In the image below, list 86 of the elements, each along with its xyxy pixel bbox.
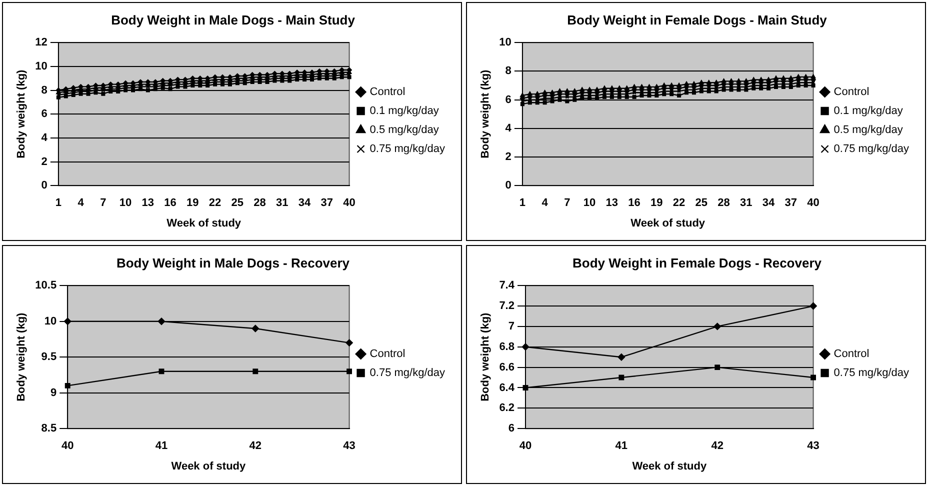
x-tick-label: 22 [208, 197, 222, 210]
legend-label: Control [370, 86, 406, 98]
x-tick-label: 16 [628, 197, 640, 210]
x-tick-label: 34 [298, 197, 312, 210]
y-tick-label: 9.5 [41, 351, 57, 364]
legend-label: 0.1 mg/kg/day [370, 105, 440, 118]
y-tick-label: 9 [50, 386, 57, 399]
y-tick-label: 6.4 [499, 382, 516, 394]
y-tick-label: 2 [505, 151, 512, 164]
x-tick-label: 42 [711, 440, 724, 452]
x-tick-label: 37 [320, 197, 334, 210]
x-tick-label: 37 [784, 197, 798, 210]
y-tick-label: 0 [41, 180, 48, 192]
x-tick-label: 19 [650, 197, 663, 210]
x-tick-label: 40 [61, 440, 74, 452]
x-tick-label: 7 [100, 197, 106, 210]
x-tick-label: 16 [164, 197, 176, 210]
y-tick-label: 7.2 [499, 300, 514, 312]
x-tick-label: 19 [186, 197, 199, 210]
x-tick-label: 13 [142, 197, 154, 210]
chart-title: Body Weight in Female Dogs - Recovery [572, 255, 822, 270]
y-tick-label: 6 [505, 94, 512, 106]
legend-label: 0.75 mg/kg/day [834, 143, 910, 156]
legend-label: 0.5 mg/kg/day [370, 124, 440, 136]
x-tick-label: 4 [78, 197, 85, 210]
x-tick-label: 43 [343, 440, 356, 452]
x-tick-label: 25 [695, 197, 708, 210]
x-tick-label: 41 [155, 440, 168, 452]
y-tick-label: 10 [35, 60, 48, 72]
y-tick-label: 7.4 [499, 280, 516, 292]
y-tick-label: 6 [508, 422, 514, 435]
x-axis-title: Week of study [632, 460, 708, 472]
x-tick-label: 1 [519, 197, 526, 210]
x-tick-label: 25 [231, 197, 244, 210]
x-tick-label: 41 [615, 440, 628, 452]
x-axis-title: Week of study [166, 217, 242, 230]
x-tick-label: 40 [807, 197, 820, 210]
y-axis-title: Body weight (kg) [480, 69, 492, 158]
y-axis-title: Body weight (kg) [16, 312, 28, 402]
x-tick-label: 40 [343, 197, 356, 210]
x-tick-label: 22 [672, 197, 686, 210]
legend-label: 0.5 mg/kg/day [834, 124, 904, 136]
x-axis-title: Week of study [630, 217, 706, 230]
x-tick-label: 7 [564, 197, 570, 210]
y-tick-label: 6.8 [499, 340, 514, 353]
y-tick-label: 4 [505, 122, 512, 134]
y-tick-label: 8 [41, 84, 48, 96]
x-tick-label: 40 [519, 440, 532, 452]
x-tick-label: 28 [254, 197, 266, 210]
y-tick-label: 7 [508, 320, 514, 332]
chart-title: Body Weight in Male Dogs - Recovery [116, 255, 350, 270]
y-axis-title: Body weight (kg) [16, 69, 28, 158]
y-tick-label: 10 [499, 36, 512, 49]
y-axis-title: Body weight (kg) [480, 312, 492, 402]
x-tick-label: 13 [606, 197, 618, 210]
y-tick-label: 4 [41, 132, 48, 144]
x-tick-label: 1 [55, 197, 62, 210]
y-tick-label: 8.5 [41, 422, 57, 435]
x-tick-label: 42 [249, 440, 262, 452]
legend-label: 0.75 mg/kg/day [834, 367, 910, 380]
x-tick-label: 10 [583, 197, 596, 210]
x-tick-label: 10 [119, 197, 132, 210]
y-tick-label: 0 [505, 180, 512, 192]
x-tick-label: 28 [718, 197, 730, 210]
legend-label: Control [370, 348, 406, 360]
legend-label: Control [834, 86, 870, 98]
legend-label: 0.1 mg/kg/day [834, 105, 904, 118]
legend-label: 0.75 mg/kg/day [370, 367, 446, 380]
chart-title: Body Weight in Male Dogs - Main Study [111, 12, 356, 28]
y-tick-label: 6.2 [499, 402, 514, 414]
y-tick-label: 6.6 [499, 361, 514, 374]
y-tick-label: 2 [41, 156, 48, 168]
x-tick-label: 4 [542, 197, 549, 210]
x-tick-label: 31 [740, 197, 752, 210]
y-tick-label: 10 [44, 315, 57, 328]
legend-label: 0.75 mg/kg/day [370, 143, 446, 156]
y-tick-label: 10.5 [35, 280, 57, 292]
x-tick-label: 31 [276, 197, 288, 210]
chart-title: Body Weight in Female Dogs - Main Study [567, 12, 828, 28]
x-axis-title: Week of study [171, 460, 247, 472]
y-tick-label: 12 [35, 36, 48, 49]
x-tick-label: 43 [807, 440, 820, 452]
y-tick-label: 6 [41, 108, 48, 120]
legend-label: Control [834, 348, 870, 360]
y-tick-label: 8 [505, 65, 512, 78]
x-tick-label: 34 [762, 197, 776, 210]
